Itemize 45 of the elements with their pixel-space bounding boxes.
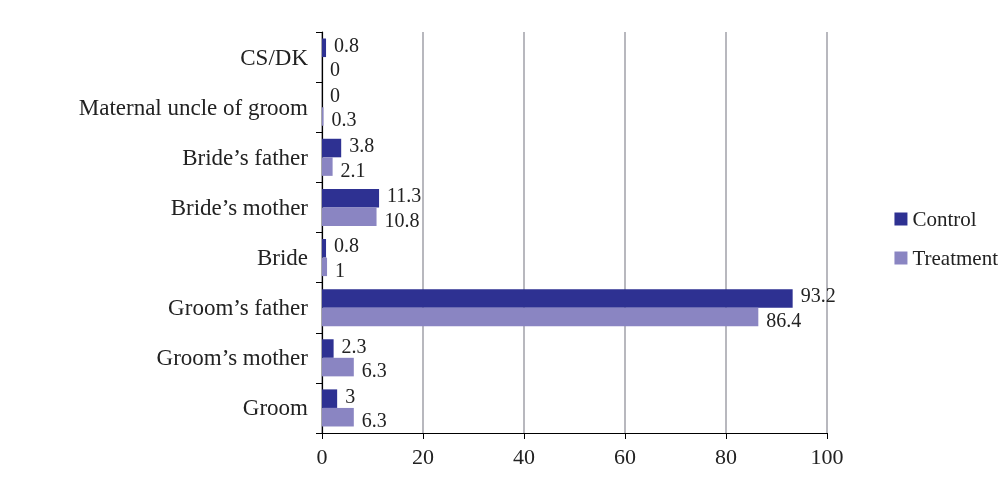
bar <box>322 207 377 226</box>
bar <box>322 307 759 327</box>
y-tick-label: Groom’s mother <box>156 345 309 371</box>
bar <box>322 188 380 208</box>
data-label: 11.3 <box>387 184 422 207</box>
bar <box>322 138 342 158</box>
bar <box>322 157 333 176</box>
data-label: 6.3 <box>361 409 387 432</box>
x-tick-label: 0 <box>316 443 328 469</box>
legend-label: Control <box>912 207 977 231</box>
data-label: 3.8 <box>349 134 375 157</box>
data-label: 1 <box>335 258 346 281</box>
x-tick-label: 20 <box>412 443 434 469</box>
data-label: 0.3 <box>331 108 357 131</box>
data-label: 3 <box>345 384 356 407</box>
data-label: 0.8 <box>334 234 360 257</box>
y-tick-label: Bride <box>256 245 308 271</box>
bar <box>322 407 354 427</box>
bar <box>322 389 338 408</box>
bar <box>322 357 354 377</box>
y-tick-label: Bride’s father <box>182 144 309 170</box>
bar <box>322 257 328 277</box>
data-label: 0 <box>330 58 340 81</box>
data-label: 0 <box>330 83 340 106</box>
x-tick-label: 100 <box>810 443 844 469</box>
x-tick-label: 40 <box>513 443 535 469</box>
data-label: 10.8 <box>384 208 420 231</box>
y-tick-label: Groom <box>242 395 309 421</box>
data-label: 2.1 <box>340 158 366 181</box>
x-tick-label: 80 <box>715 443 737 469</box>
y-tick-label: Maternal uncle of groom <box>78 94 309 120</box>
bar <box>322 339 334 358</box>
data-label: 6.3 <box>361 359 387 382</box>
x-tick-label: 60 <box>614 443 636 469</box>
y-tick-label: CS/DK <box>240 44 309 70</box>
bar <box>322 38 327 58</box>
bar <box>322 239 327 258</box>
y-tick-label: Groom’s father <box>168 295 309 321</box>
legend-label: Treatment <box>912 246 999 270</box>
data-label: 0.8 <box>334 33 360 56</box>
data-label: 93.2 <box>800 284 836 307</box>
data-label: 86.4 <box>766 308 802 331</box>
y-tick-label: Bride’s mother <box>170 194 309 220</box>
bar <box>322 289 793 308</box>
data-label: 2.3 <box>341 334 367 357</box>
